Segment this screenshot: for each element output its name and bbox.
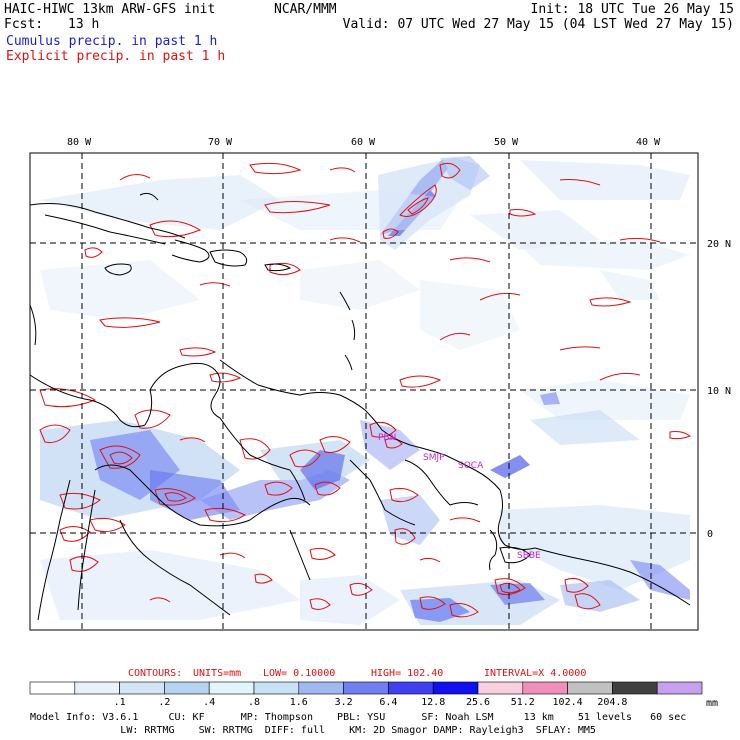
lon-label: 50 W <box>494 137 519 148</box>
init-time: Init: 18 UTC Tue 26 May 15 <box>530 2 735 17</box>
colorbar-swatch <box>164 681 210 695</box>
longitude-labels: 80 W 70 W 60 W 50 W 40 W <box>67 137 661 148</box>
cumulus-legend: Cumulus precip. in past 1 h <box>6 34 218 49</box>
colorbar-swatch <box>298 681 344 695</box>
station-sbbe: SBBE <box>517 551 541 561</box>
station-soca: SOCA <box>458 461 484 471</box>
model-title: HAIC-HIWC 13km ARW-GFS init <box>4 2 216 17</box>
colorbar-swatch <box>208 681 255 695</box>
colorbar-tick-labels: .1 .2 .4 .8 1.6 3.2 6.4 12.8 25.6 51.2 102.4 204.8 <box>114 697 628 708</box>
org-label: NCAR/MMM <box>274 2 337 17</box>
lon-label: 70 W <box>208 137 233 148</box>
colorbar-swatch <box>119 681 165 695</box>
station-smjp: SMJP <box>423 453 445 463</box>
colorbar-swatch <box>432 681 479 695</box>
colorbar-tick-label: .8 <box>248 697 260 708</box>
colorbar-swatch <box>343 681 389 695</box>
lat-label: 10 N <box>707 386 731 397</box>
colorbar-tick-label: .4 <box>203 697 215 708</box>
colorbar <box>29 681 703 695</box>
colorbar-swatch <box>656 681 703 695</box>
station-labels: PBN SMJP SOCA SBBE <box>378 433 541 561</box>
colorbar-tick-label: .2 <box>158 697 170 708</box>
colorbar-swatch <box>612 681 658 695</box>
lon-label: 80 W <box>67 137 92 148</box>
coastlines <box>29 192 691 621</box>
colorbar-swatch <box>29 681 76 695</box>
colorbar-tick-label: .1 <box>114 697 126 708</box>
colorbar-tick-label: 3.2 <box>335 697 353 708</box>
contours-units: UNITS=mm <box>193 668 241 679</box>
contours-label: CONTOURS: <box>128 668 182 679</box>
contours-interval: INTERVAL=X 4.0000 <box>484 668 586 679</box>
colorbar-tick-label: 25.6 <box>466 697 490 708</box>
graticule <box>30 153 698 630</box>
lat-label: 20 N <box>707 239 731 250</box>
colorbar-tick-label: 6.4 <box>379 697 397 708</box>
colorbar-swatch <box>74 681 120 695</box>
contour-info: CONTOURS: UNITS=mm LOW= 0.10000 HIGH= 10… <box>128 668 586 679</box>
lat-label: 0 <box>707 529 713 540</box>
colorbar-swatch <box>567 681 613 695</box>
lon-label: 40 W <box>636 137 661 148</box>
station-pbn: PBN <box>378 433 396 443</box>
colorbar-tick-label: 51.2 <box>511 697 535 708</box>
latitude-labels: 20 N 10 N 0 <box>707 239 731 540</box>
colorbar-tick-label: 1.6 <box>290 697 308 708</box>
colorbar-swatch <box>477 681 524 695</box>
valid-time: Valid: 07 UTC Wed 27 May 15 (04 LST Wed … <box>342 17 734 32</box>
lon-label: 60 W <box>351 137 376 148</box>
colorbar-swatch <box>388 681 434 695</box>
contours-low: LOW= 0.10000 <box>263 668 335 679</box>
forecast-hour: 13 h <box>68 17 100 32</box>
colorbar-tick-label: 102.4 <box>553 697 583 708</box>
colorbar-swatch <box>253 681 300 695</box>
colorbar-tick-label: 12.8 <box>421 697 445 708</box>
colorbar-swatch <box>522 681 568 695</box>
forecast-label: Fcst: <box>4 17 44 32</box>
colorbar-tick-label: 204.8 <box>597 697 627 708</box>
model-info-line1: Model Info: V3.6.1 CU: KF MP: Thompson P… <box>30 712 687 723</box>
explicit-legend: Explicit precip. in past 1 h <box>6 49 226 64</box>
contours-high: HIGH= 102.40 <box>371 668 443 679</box>
colorbar-units: mm <box>706 698 718 709</box>
explicit-precip-contours <box>39 162 692 618</box>
model-info-line2: LW: RRTMG SW: RRTMG DIFF: full KM: 2D Sm… <box>30 725 596 736</box>
